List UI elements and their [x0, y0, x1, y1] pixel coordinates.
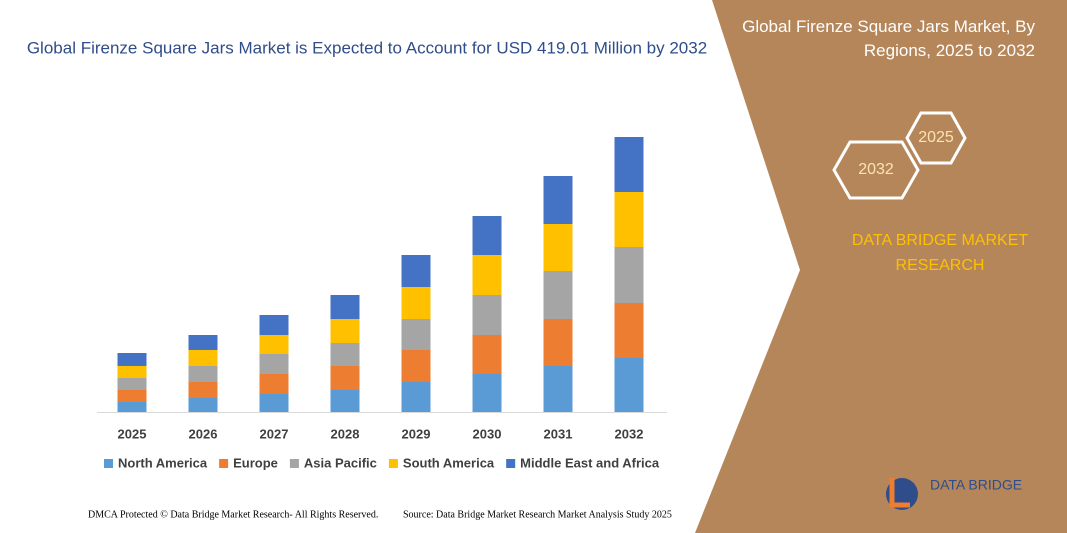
bar-segment — [472, 374, 502, 412]
bar-segment — [401, 319, 431, 350]
bar-segment — [330, 343, 360, 366]
legend-swatch — [104, 459, 113, 468]
x-tick-label: 2031 — [544, 426, 573, 441]
bar-segment — [472, 295, 502, 335]
bar-segment — [188, 366, 218, 382]
bar-segment — [543, 366, 573, 412]
footer-right: Source: Data Bridge Market Research Mark… — [403, 509, 672, 520]
hex-label: 2032 — [858, 161, 894, 178]
bar-segment — [259, 315, 289, 335]
bar-segment — [188, 382, 218, 398]
bar-segment — [330, 390, 360, 412]
bar-segment — [188, 335, 218, 350]
hexagon — [832, 140, 920, 200]
logo-icon — [889, 478, 910, 508]
bar-segment — [259, 354, 289, 374]
x-tick-label: 2027 — [260, 426, 289, 441]
bar-segment — [543, 176, 573, 224]
x-tick-label: 2025 — [118, 426, 147, 441]
panel-title: Global Firenze Square Jars Market, By Re… — [742, 17, 1035, 60]
bar-segment — [543, 271, 573, 319]
bar-segment — [614, 192, 644, 247]
bar-segment — [117, 390, 147, 402]
bar-segment — [259, 374, 289, 394]
bar-segment — [472, 255, 502, 295]
x-tick-label: 2030 — [473, 426, 502, 441]
bar-segment — [117, 402, 147, 412]
footer-left: DMCA Protected © Data Bridge Market Rese… — [88, 509, 378, 520]
logo-text: DATA BRIDGE — [930, 477, 1022, 493]
side-panel — [695, 0, 1067, 533]
panel-title-box: Global Firenze Square Jars Market, By Re… — [742, 17, 1035, 60]
brand: DATA BRIDGE MARKET RESEARCH — [851, 232, 1029, 274]
bar-segment — [614, 358, 644, 412]
bar-segment — [614, 247, 644, 303]
legend-swatch — [506, 459, 516, 468]
x-tick-label: 2032 — [615, 426, 644, 441]
bar-segment — [401, 382, 431, 412]
legend-swatch — [388, 459, 398, 468]
bar-segment — [259, 335, 289, 354]
bar-segment — [401, 255, 431, 287]
bar-segment — [614, 303, 644, 358]
chart-title: Global Firenze Square Jars Market is Exp… — [27, 38, 707, 57]
bar-segment — [259, 394, 289, 412]
hexagon — [905, 111, 967, 165]
legend-label: Middle East and Africa — [520, 455, 660, 470]
bar-segment — [117, 366, 147, 378]
bar-segment — [543, 319, 573, 366]
bar-segment — [188, 398, 218, 412]
legend-label: South America — [403, 455, 495, 470]
bar-segment — [472, 216, 502, 255]
hex-label: 2025 — [918, 129, 954, 146]
x-tick-label: 2028 — [331, 426, 360, 441]
bar-segment — [401, 287, 431, 319]
bar-segment — [330, 319, 360, 343]
bar-segment — [614, 137, 644, 192]
legend-swatch — [289, 459, 299, 468]
bar-segment — [117, 378, 147, 390]
x-tick-label: 2029 — [402, 426, 431, 441]
bar-segment — [330, 295, 360, 319]
bar-segment — [543, 224, 573, 271]
bar-segment — [117, 353, 147, 366]
x-tick-label: 2026 — [189, 426, 218, 441]
bar-segment — [401, 350, 431, 382]
bar-segment — [330, 366, 360, 390]
legend-swatch — [219, 459, 229, 468]
legend-label: Asia Pacific — [304, 455, 377, 470]
bar-segment — [188, 350, 218, 366]
bar-segment — [472, 335, 502, 374]
legend-label: North America — [118, 455, 208, 470]
brand-box: DATA BRIDGE MARKET RESEARCH — [851, 232, 1029, 274]
legend-label: Europe — [233, 455, 278, 470]
